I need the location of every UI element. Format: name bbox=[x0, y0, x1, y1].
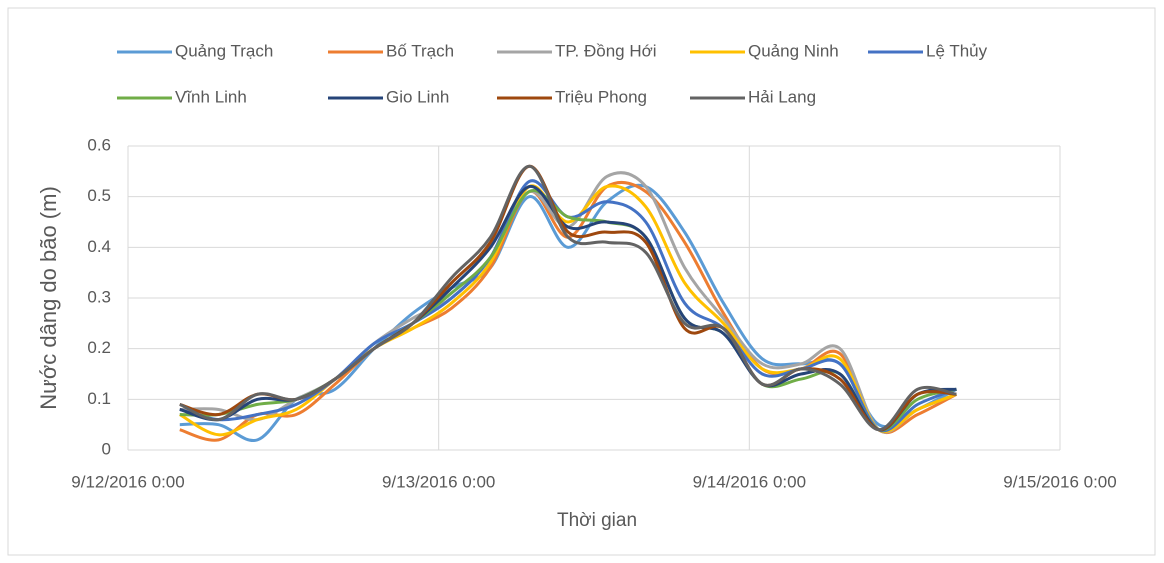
x-tick-label: 9/15/2016 0:00 bbox=[1003, 472, 1116, 491]
y-tick-label: 0 bbox=[102, 439, 111, 458]
y-tick-label: 0.3 bbox=[87, 287, 111, 306]
chart-frame bbox=[7, 7, 1156, 556]
legend-label: Quảng Trạch bbox=[175, 41, 273, 60]
legend-label: Vĩnh Linh bbox=[175, 87, 247, 106]
legend-label: TP. Đồng Hới bbox=[555, 41, 657, 60]
legend-label: Hải Lang bbox=[748, 87, 816, 106]
y-axis-title: Nước dâng do bão (m) bbox=[36, 186, 61, 410]
x-axis-title: Thời gian bbox=[557, 510, 637, 531]
x-tick-label: 9/12/2016 0:00 bbox=[71, 472, 184, 491]
y-tick-label: 0.2 bbox=[87, 338, 111, 357]
legend-label: Gio Linh bbox=[386, 87, 449, 106]
legend-label: Bố Trạch bbox=[386, 41, 454, 60]
legend-label: Triệu Phong bbox=[555, 87, 647, 106]
x-tick-label: 9/14/2016 0:00 bbox=[693, 472, 806, 491]
x-tick-label: 9/13/2016 0:00 bbox=[382, 472, 495, 491]
legend-label: Lệ Thủy bbox=[926, 41, 988, 60]
legend-label: Quảng Ninh bbox=[748, 41, 839, 60]
y-tick-label: 0.6 bbox=[87, 135, 111, 154]
series-line bbox=[179, 184, 957, 437]
series-line bbox=[179, 164, 957, 432]
y-tick-label: 0.5 bbox=[87, 186, 111, 205]
y-tick-label: 0.4 bbox=[87, 237, 111, 256]
y-tick-label: 0.1 bbox=[87, 389, 111, 408]
